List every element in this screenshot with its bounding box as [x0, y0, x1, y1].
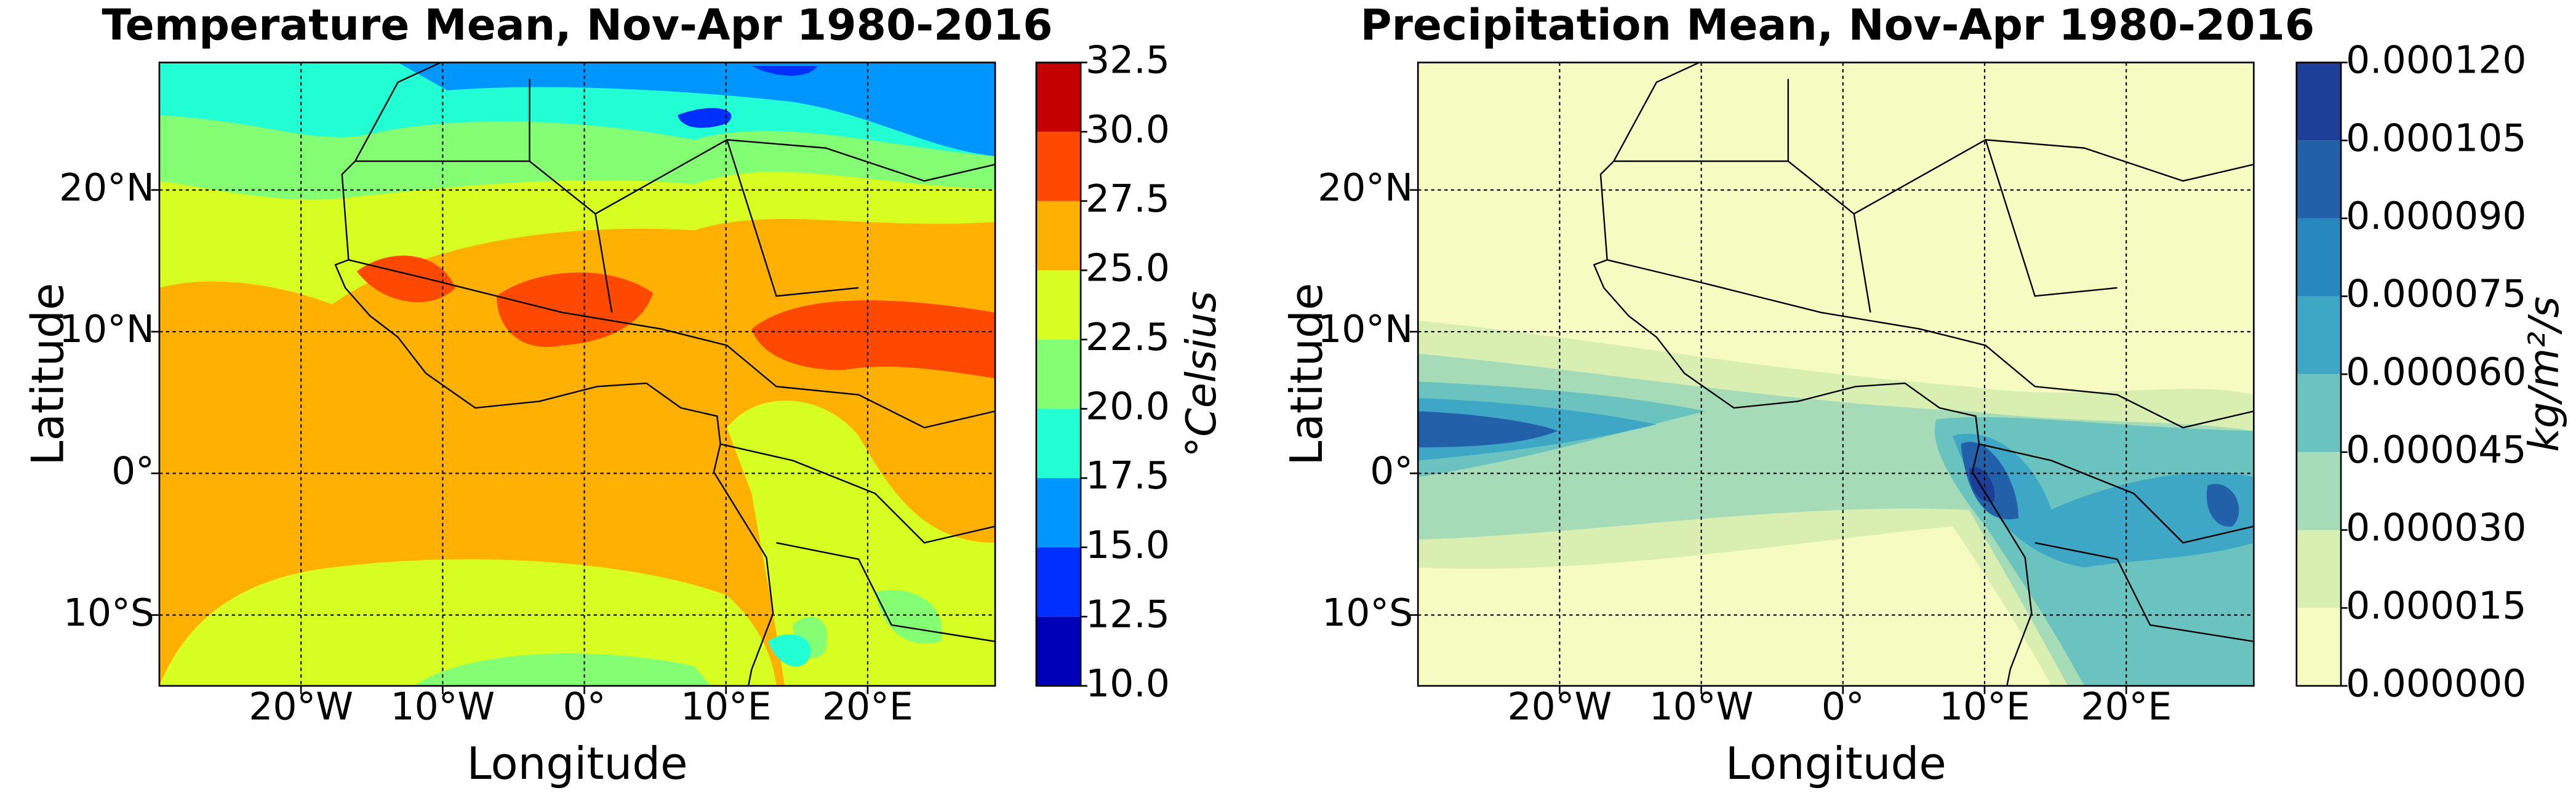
colorbar-level [2296, 374, 2342, 452]
colorbar-tick-label: 10.0 [1086, 661, 1170, 706]
precipitation-field [1418, 62, 2254, 686]
y-tick-label: 0° [111, 449, 154, 493]
x-axis-label: Longitude [467, 738, 688, 790]
colorbar-tick-label: 0.000030 [2346, 506, 2526, 550]
colorbar-tick-label: 12.5 [1086, 592, 1170, 636]
colorbar-level [2296, 530, 2342, 608]
y-tick-label: 20°N [59, 165, 154, 210]
colorbar-tick-label: 30.0 [1086, 107, 1170, 151]
colorbar-level [2296, 218, 2342, 297]
y-axis-label: Latitude [1281, 283, 1333, 466]
colorbar-level [1036, 201, 1081, 271]
colorbar-level [2296, 452, 2342, 530]
x-tick-label: 10°E [681, 684, 772, 728]
x-tick-label: 20°W [1508, 684, 1612, 728]
colorbar-tick-label: 0.000015 [2346, 583, 2526, 628]
colorbar-level [1036, 339, 1081, 409]
colorbar-tick-label: 0.000075 [2346, 272, 2526, 316]
coastline [1593, 62, 2254, 686]
y-tick-label: 10°S [1322, 591, 1413, 635]
colorbar-tick-label: 25.0 [1086, 245, 1170, 290]
x-tick-label: 20°E [822, 684, 913, 728]
colorbar-level [2296, 62, 2342, 141]
field-fill [356, 255, 996, 378]
field-fill [793, 590, 942, 658]
colorbar-tick-label: 32.5 [1086, 38, 1170, 82]
temperature-field [159, 62, 996, 686]
colorbar-tick-label: 27.5 [1086, 177, 1170, 221]
colorbar-level [1036, 478, 1081, 548]
colorbar-tick-label: 0.000105 [2346, 116, 2526, 160]
colorbar-level [2296, 140, 2342, 218]
colorbar-tick-label: 20.0 [1086, 385, 1170, 429]
colorbar-level [2296, 296, 2342, 375]
field-fill [1418, 411, 2239, 527]
colorbar-tick-label: 15.0 [1086, 523, 1170, 567]
chart-title: Temperature Mean, Nov-Apr 1980-2016 [102, 0, 1052, 50]
y-tick-label: 0° [1370, 449, 1413, 493]
y-tick-label: 10°N [59, 307, 154, 351]
colorbar-tick-label: 0.000060 [2346, 349, 2526, 394]
colorbar-level [2296, 608, 2342, 686]
x-tick-label: 10°E [1939, 684, 2030, 728]
field-fill [1418, 397, 2254, 568]
colorbar-label: kg/m²/s [2520, 297, 2568, 452]
coastline [334, 62, 996, 686]
plot-frame [158, 62, 996, 687]
plot-frame [1417, 62, 2255, 687]
colorbar-level [1036, 62, 1081, 132]
colorbar-tick-label: 0.000045 [2346, 428, 2526, 472]
x-tick-label: 20°E [2081, 684, 2172, 728]
y-axis-label: Latitude [23, 283, 74, 466]
colorbar-level [1036, 408, 1081, 479]
colorbar-tick-label: 0.000000 [2346, 661, 2526, 706]
colorbar-level [1036, 616, 1081, 686]
x-tick-label: 0° [1822, 684, 1865, 728]
field-fill [678, 65, 818, 128]
colorbar-tick-label: 17.5 [1086, 453, 1170, 498]
field-fill [398, 62, 996, 156]
colorbar-tick-label: 22.5 [1086, 315, 1170, 359]
y-tick-label: 20°N [1318, 165, 1413, 210]
field-fill [1418, 381, 2254, 686]
field-fill [414, 653, 711, 686]
x-tick-label: 0° [563, 684, 606, 728]
y-tick-label: 10°N [1318, 307, 1413, 351]
colorbar-level [1036, 547, 1081, 617]
colorbar-label: °Celsius [1177, 291, 1225, 457]
colorbar-level [1036, 132, 1081, 201]
colorbar-level [1036, 270, 1081, 340]
colorbar-tick-label: 0.000120 [2346, 38, 2526, 82]
field-fill [768, 634, 811, 667]
y-tick-label: 10°S [63, 591, 154, 635]
colorbar-frame [1035, 62, 1082, 687]
x-tick-label: 10°W [1649, 684, 1754, 728]
colorbar-tick-label: 0.000090 [2346, 194, 2526, 238]
field-fill [159, 559, 777, 686]
x-tick-label: 20°W [249, 684, 353, 728]
chart-title: Precipitation Mean, Nov-Apr 1980-2016 [1361, 0, 2315, 50]
x-axis-label: Longitude [1726, 738, 1946, 790]
x-tick-label: 10°W [390, 684, 495, 728]
